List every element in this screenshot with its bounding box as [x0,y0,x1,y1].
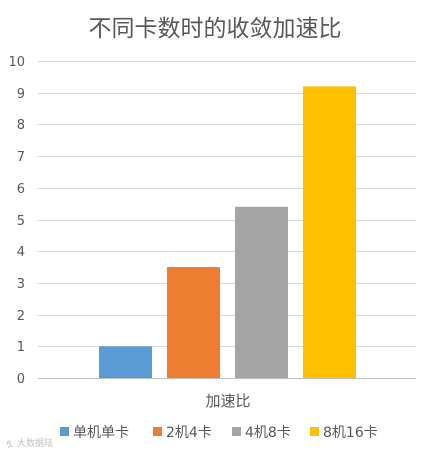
watermark-icon: ጷ [6,439,13,449]
y-tick-label: 7 [17,150,25,165]
legend-label: 8机16卡 [323,425,378,441]
y-tick-label: 10 [8,55,25,70]
watermark: ጷ 大数据陆 [6,437,53,449]
legend: 单机单卡 2机4卡 4机8卡 8机16卡 [60,425,378,441]
y-tick-label: 4 [17,245,25,260]
legend-swatch [153,427,162,436]
y-tick-label: 3 [17,277,25,292]
y-tick-label: 9 [17,87,25,102]
bar-3 [235,207,288,378]
bar-1 [99,346,152,378]
y-axis-ticks: 0 1 2 3 4 5 6 7 8 9 10 [8,55,25,387]
legend-swatch [310,427,319,436]
gridlines [38,62,416,347]
watermark-text: 大数据陆 [17,437,53,449]
y-tick-label: 0 [17,372,25,387]
y-tick-label: 1 [17,340,25,355]
legend-item: 单机单卡 [60,425,129,441]
legend-swatch [60,427,69,436]
bar-2 [167,267,220,378]
legend-label: 单机单卡 [73,425,129,441]
y-tick-label: 5 [17,214,25,229]
legend-item: 8机16卡 [310,425,378,441]
bars [99,86,356,378]
legend-swatch [232,427,241,436]
y-tick-label: 2 [17,309,25,324]
bar-4 [303,86,356,378]
y-tick-label: 6 [17,182,25,197]
legend-label: 4机8卡 [245,425,291,441]
chart-title: 不同卡数时的收敛加速比 [89,16,342,42]
legend-item: 4机8卡 [232,425,291,441]
legend-label: 2机4卡 [166,425,212,441]
legend-item: 2机4卡 [153,425,212,441]
category-label: 加速比 [205,392,250,410]
y-tick-label: 8 [17,118,25,133]
